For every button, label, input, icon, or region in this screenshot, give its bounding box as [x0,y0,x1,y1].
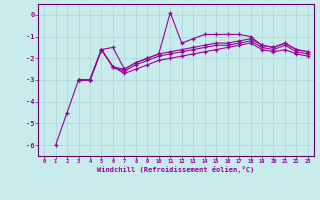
X-axis label: Windchill (Refroidissement éolien,°C): Windchill (Refroidissement éolien,°C) [97,166,255,173]
